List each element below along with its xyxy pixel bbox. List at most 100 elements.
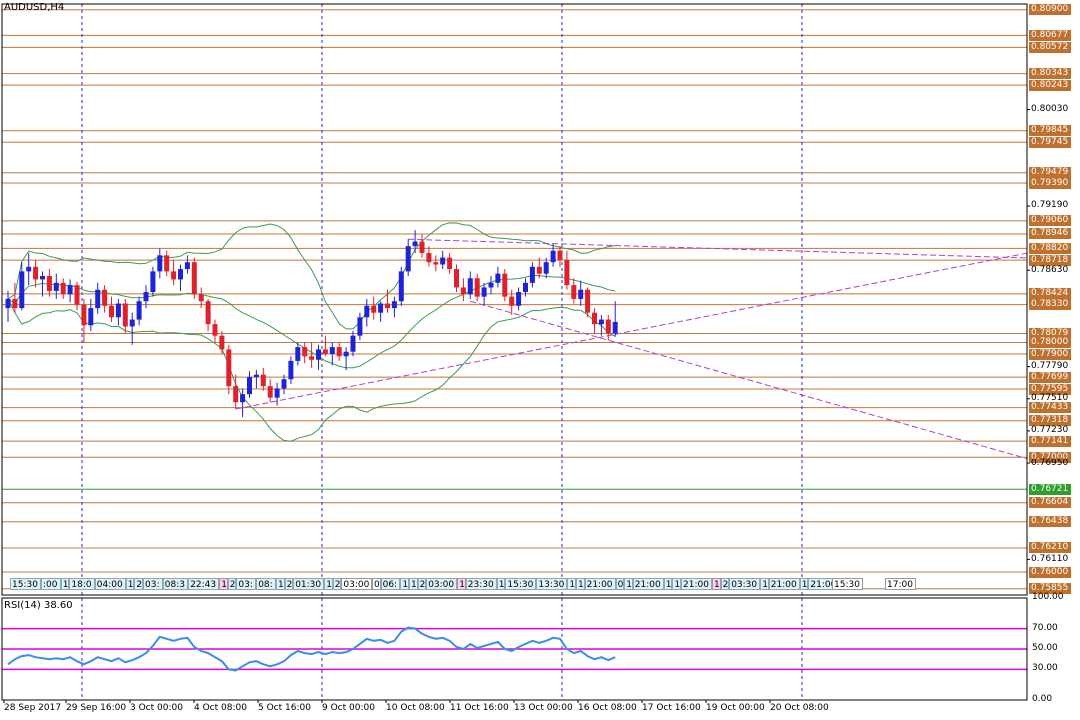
session-clock-label: 01:30 — [293, 578, 325, 590]
session-clock-label: 0 — [372, 578, 381, 590]
session-clock-label: 1 — [576, 578, 585, 590]
candle-body — [495, 273, 501, 283]
session-clock-label: 1 — [624, 578, 633, 590]
candle-body — [95, 289, 101, 309]
session-clock-label: 21:00 — [584, 578, 616, 590]
candle-body — [378, 303, 384, 313]
rsi-title: RSI(14) 38.60 — [4, 600, 73, 611]
rsi-tick-label: 50.00 — [1032, 643, 1058, 653]
session-clock-label: 2 — [332, 578, 342, 590]
candle-body — [274, 388, 280, 398]
candle-body — [605, 319, 611, 334]
time-axis-label: 16 Oct 08:00 — [578, 703, 637, 713]
candle-body — [433, 262, 439, 265]
candle-body — [122, 303, 128, 327]
time-axis-label: 9 Oct 00:00 — [322, 703, 375, 713]
candle-body — [467, 278, 473, 295]
price-tag: 0.78000 — [1029, 337, 1071, 349]
candle-body — [253, 374, 259, 377]
session-clock-label: 0 — [615, 578, 625, 590]
candle-body — [40, 275, 45, 280]
candle-body — [212, 324, 218, 336]
candle-body — [426, 253, 432, 263]
price-tag: 0.80900 — [1029, 4, 1071, 16]
candle-body — [578, 289, 584, 299]
price-tag: 0.79479 — [1029, 167, 1071, 179]
candle-body — [184, 262, 190, 270]
rsi-line — [7, 626, 616, 672]
rsi-pane-border — [1, 597, 1028, 701]
candle-body — [240, 394, 246, 403]
candle-body — [53, 282, 59, 291]
time-axis-label: 3 Oct 00:00 — [130, 703, 183, 713]
candle-body — [481, 287, 487, 297]
session-clock-label: 03: — [236, 578, 257, 590]
horizontal-levels — [2, 9, 1030, 590]
candle-body — [564, 259, 570, 286]
price-tag: 0.77699 — [1029, 371, 1071, 383]
candle-body — [343, 351, 349, 357]
price-tag: 0.77790 — [1031, 361, 1069, 372]
price-tag: 0.76210 — [1029, 542, 1071, 554]
session-clock-label: 15:30 — [10, 578, 41, 590]
chart-frame — [1, 3, 1028, 701]
price-tag: 0.78718 — [1029, 254, 1071, 266]
candle-body — [115, 303, 121, 318]
price-tag: 0.78330 — [1029, 299, 1071, 311]
price-tag: 0.75855 — [1029, 583, 1071, 595]
price-tag: 0.77230 — [1031, 425, 1069, 436]
candle-body — [260, 374, 266, 387]
session-clock-label: 2 — [227, 578, 237, 590]
candle-body — [129, 319, 135, 327]
time-axis-label: 20 Oct 08:00 — [770, 703, 829, 713]
session-clock-label: 1 — [219, 578, 228, 590]
session-clock-label: 1 — [672, 578, 681, 590]
rsi-indicator — [2, 626, 1027, 672]
session-clock-label: 1 — [496, 578, 506, 590]
session-clock-label: 21:00 — [632, 578, 664, 590]
candle-body — [33, 266, 39, 280]
price-tag: 0.77000 — [1029, 451, 1071, 463]
price-tag: 0.78630 — [1031, 264, 1069, 275]
rsi-tick-label: 70.00 — [1032, 622, 1058, 633]
time-axis-label: 13 Oct 00:00 — [514, 703, 573, 713]
candle-body — [412, 241, 418, 247]
candle-body — [109, 305, 114, 318]
session-clock-label: 2 — [417, 578, 427, 590]
time-axis-label: 19 Oct 00:00 — [706, 703, 765, 713]
session-clock-label: 1 — [760, 578, 769, 590]
rsi-tick-label: 30.00 — [1032, 663, 1058, 674]
candle-body — [440, 257, 446, 265]
price-tag: 0.77141 — [1029, 435, 1071, 447]
candle-body — [419, 241, 425, 254]
session-clock-label: 2 — [720, 578, 730, 590]
candle-body — [191, 262, 197, 295]
session-clock-label: 08:3 — [162, 578, 189, 590]
candle-body — [371, 305, 377, 313]
candle-body — [198, 294, 204, 302]
candle-body — [543, 262, 549, 274]
candle-body — [336, 347, 342, 357]
price-tag: 0.79745 — [1029, 136, 1071, 148]
session-clock-label: 1 — [125, 578, 135, 590]
candle-body — [529, 266, 535, 283]
candle-body — [143, 292, 149, 302]
candle-body — [592, 312, 597, 325]
price-tag: 0.77595 — [1029, 383, 1071, 395]
candle-body — [488, 282, 494, 288]
price-tag: 0.77900 — [1029, 348, 1071, 360]
session-clock-label: 1 — [400, 578, 409, 590]
candle-body — [571, 285, 577, 299]
price-tag: 0.80243 — [1029, 79, 1071, 91]
price-tag: 0.78946 — [1029, 228, 1071, 240]
session-clock-label: 18:0 — [69, 578, 95, 590]
candle-body — [281, 379, 287, 389]
session-clock-label: 03: — [143, 578, 163, 590]
trend-lines — [235, 238, 1028, 460]
price-tag: 0.79060 — [1029, 215, 1071, 227]
price-tag: 0.76438 — [1029, 516, 1071, 528]
candle-body — [585, 289, 591, 313]
time-axis-label: 17 Oct 16:00 — [642, 703, 701, 713]
candle-body — [205, 301, 211, 325]
